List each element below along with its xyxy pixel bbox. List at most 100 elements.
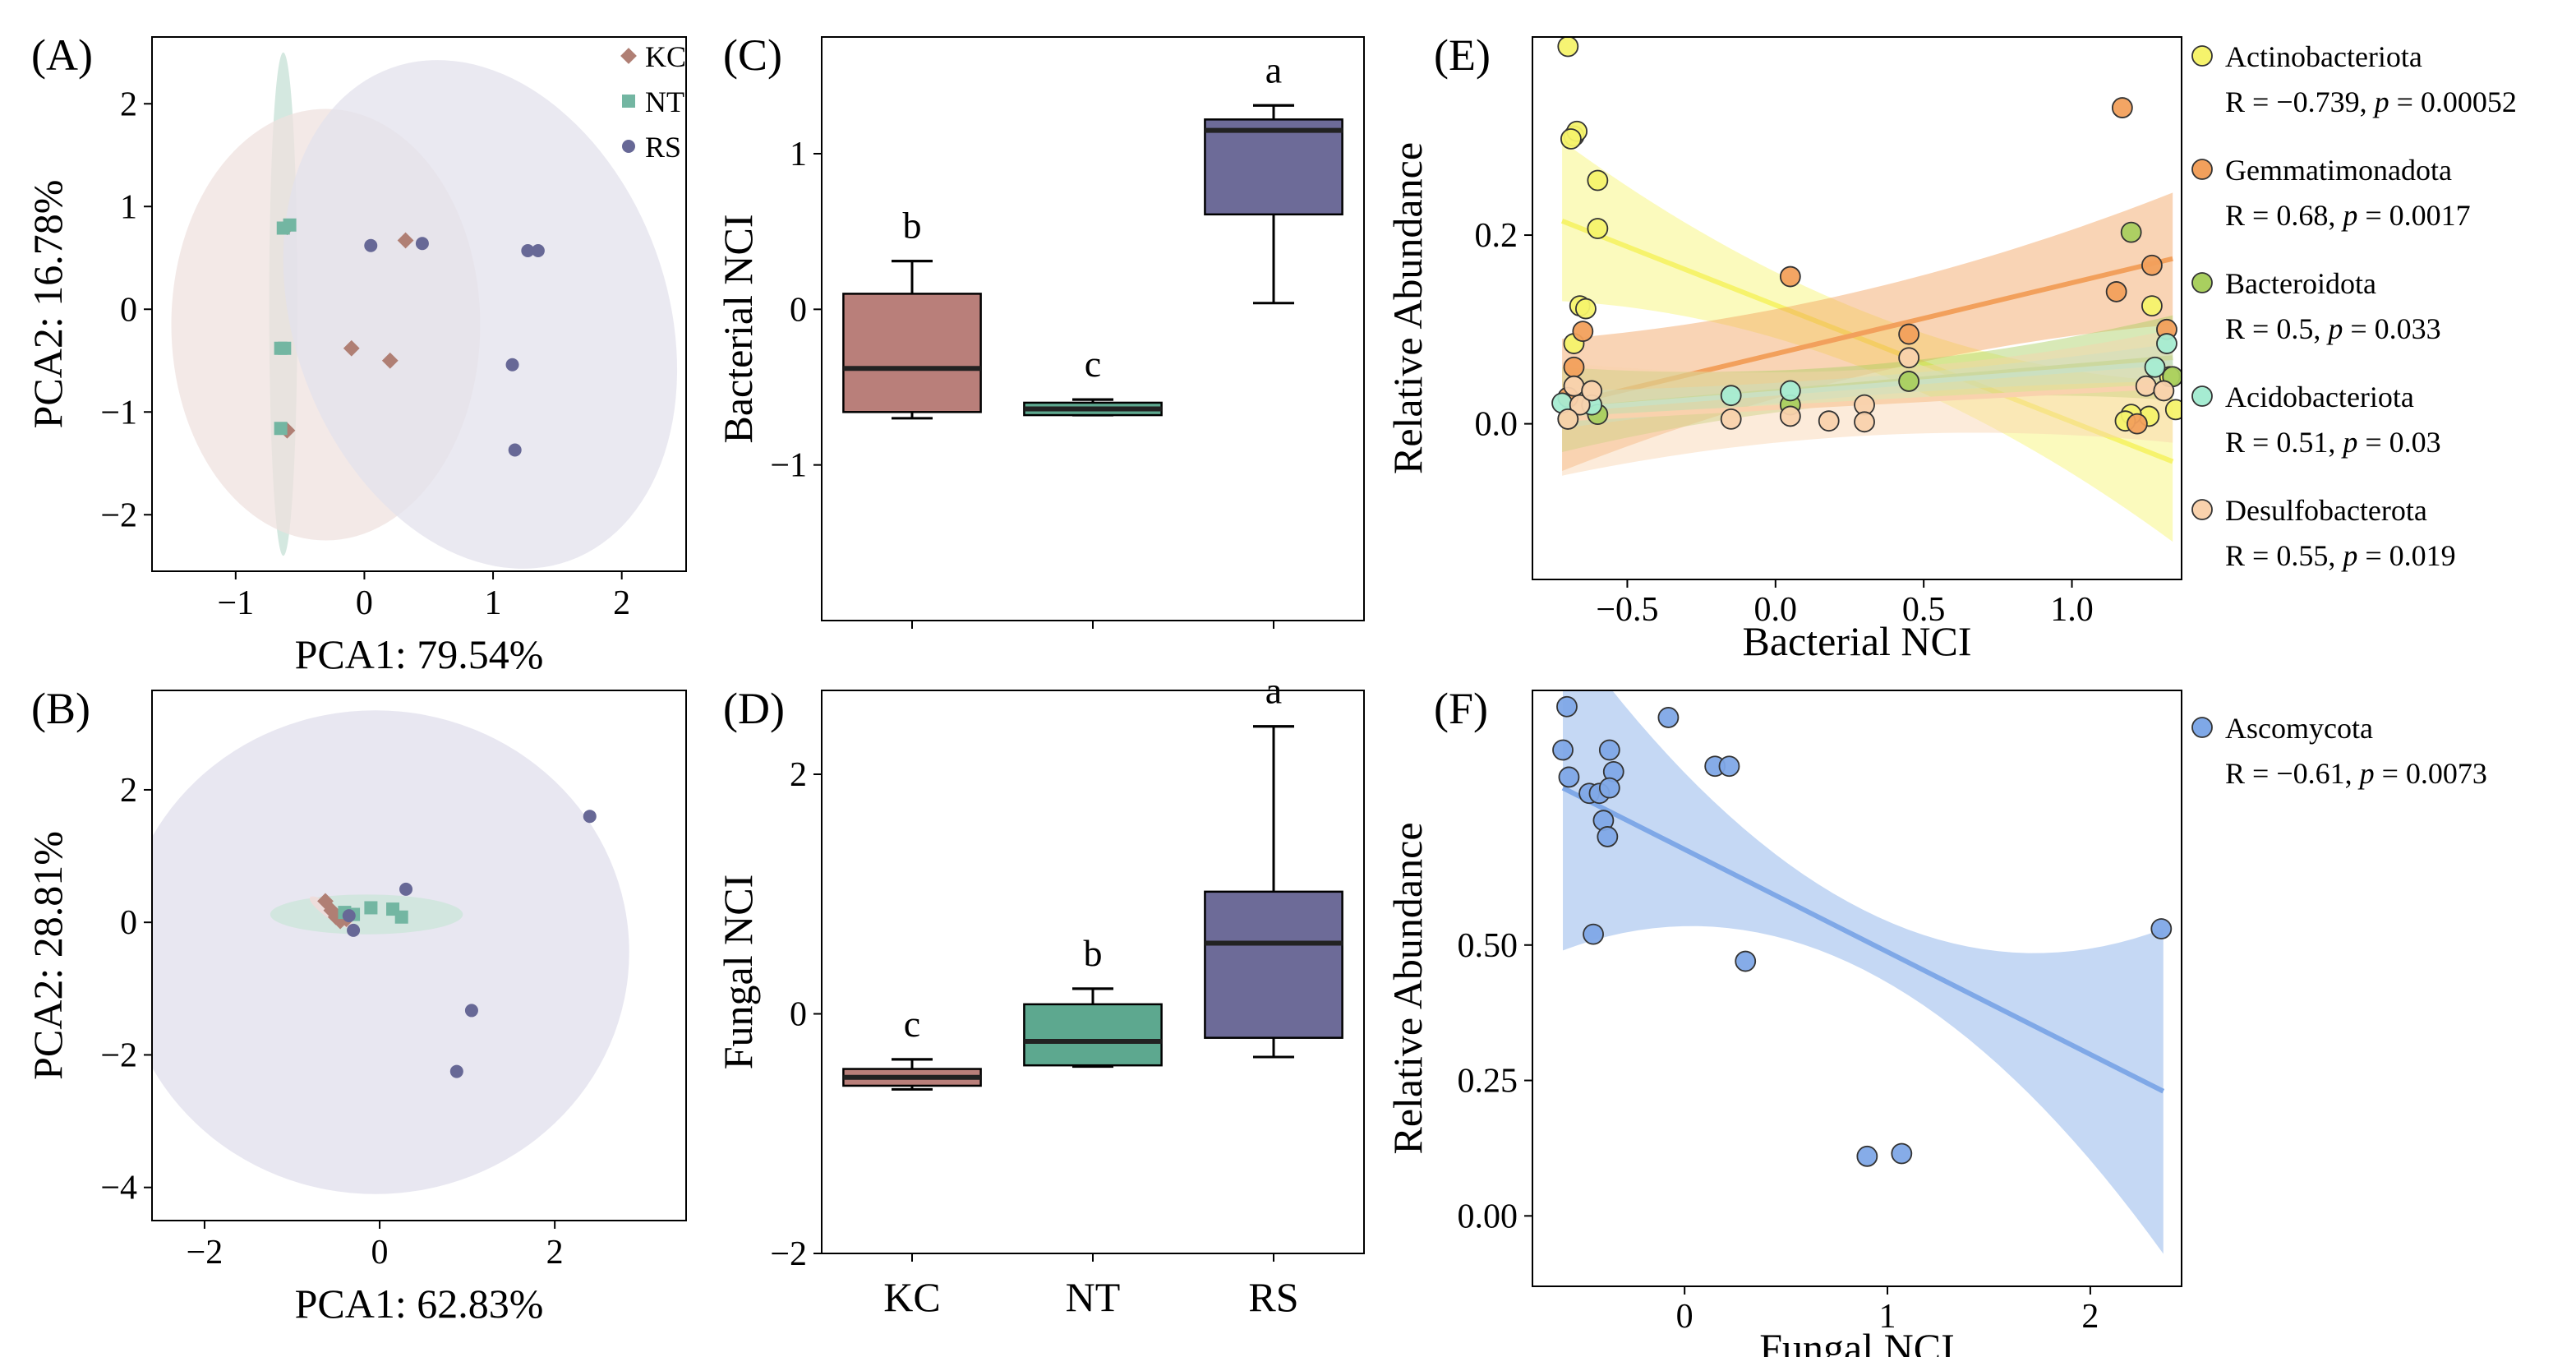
panel-f-frame [1532, 690, 2182, 1287]
legend-marker [2191, 717, 2213, 738]
panel-a-xtick-label: −1 [217, 584, 254, 622]
point-acidobacteriota [1779, 380, 1801, 402]
legend-marker [2191, 499, 2213, 520]
legend-label: Desulfobacterota [2225, 494, 2427, 527]
ellipse-layer [152, 710, 629, 1194]
xtick-label: 0 [1676, 1298, 1694, 1336]
ytick-label: 0 [790, 996, 807, 1034]
panel-c-label: (C) [723, 30, 782, 80]
point-rs [583, 810, 597, 824]
ytick-label: 0 [790, 291, 807, 329]
legend-label-nt: NT [645, 85, 684, 118]
point-desulfobacterota [1563, 375, 1585, 397]
panel-a-xtick-label: 0 [356, 584, 373, 622]
panel-b-ytick-label: 2 [120, 772, 137, 810]
legend-marker [2191, 45, 2213, 67]
point-kc [343, 339, 360, 357]
panel-b-xlabel: PCA1: 62.83% [295, 1281, 544, 1327]
ytick-label: 1 [790, 136, 807, 173]
significance-letter: c [1085, 343, 1101, 385]
panel-a-ytick-label: 0 [120, 291, 137, 329]
point-rs [399, 882, 413, 896]
point-nt [364, 901, 378, 915]
point-desulfobacterota [1854, 411, 1875, 433]
point-rs [364, 238, 378, 252]
point-acidobacteriota [2144, 356, 2166, 378]
panel-b-ytick-label: 0 [120, 904, 137, 942]
point-desulfobacterota [1779, 405, 1801, 427]
point-rs [508, 443, 522, 457]
point-rs [464, 1004, 478, 1018]
regression-line-actinobacteriota [1560, 219, 2174, 464]
ytick-label: 0.50 [1458, 927, 1518, 965]
category-label-kc: KC [883, 1274, 940, 1320]
panel-c-ylabel: Bacterial NCI [715, 214, 761, 443]
point-ascomycota [1556, 695, 1578, 718]
panel-d-label: (D) [723, 684, 785, 733]
box-kc: b [842, 205, 982, 420]
point-actinobacteriota [1557, 37, 1579, 58]
point-rs [342, 909, 356, 923]
point-gemmatimonadota [2126, 413, 2148, 435]
ytick-label: 0.2 [1475, 217, 1518, 255]
point-desulfobacterota [1557, 408, 1579, 430]
box-rs: a [1204, 670, 1343, 1059]
point-desulfobacterota [2153, 380, 2175, 402]
point-actinobacteriota [2141, 295, 2163, 317]
band-layer [1560, 141, 2174, 542]
point-gemmatimonadota [2105, 281, 2127, 302]
panel-b-ytick-label: −4 [100, 1170, 137, 1207]
box-iqr [1023, 1003, 1163, 1067]
legend-entry-acidobacteriota: Acidobacteriota R = 0.51, p = 0.03 [2191, 381, 2441, 459]
panel-f-ylabel: Relative Abundance [1385, 822, 1431, 1154]
point-ascomycota [1558, 766, 1580, 788]
point-actinobacteriota [2164, 399, 2182, 421]
legend-label: Bacteroidota [2225, 267, 2376, 300]
xtick-label: 1.0 [2050, 591, 2094, 629]
legend-stat: R = −0.61, p = 0.0073 [2225, 757, 2487, 790]
xtick-label: 0.0 [1754, 591, 1798, 629]
panel-a-frame [151, 36, 687, 572]
point-ascomycota [2150, 918, 2173, 939]
legend-label: Acidobacteriota [2225, 381, 2414, 413]
point-desulfobacterota [1581, 380, 1603, 402]
points-layer [1552, 695, 2173, 1167]
point-desulfobacterota [1818, 410, 1840, 432]
legend-marker-rs [622, 140, 635, 153]
panel-e-label: (E) [1434, 30, 1491, 80]
panel-d-frame [821, 690, 1365, 1254]
panel-b-xtick-label: 2 [546, 1234, 564, 1272]
point-rs [531, 244, 545, 257]
panel-e-ylabel: Relative Abundance [1385, 142, 1431, 474]
point-rs [505, 358, 519, 372]
ytick-label: −2 [770, 1235, 807, 1273]
box-iqr [1204, 118, 1343, 216]
panel-a-xlabel: PCA1: 79.54% [295, 631, 544, 677]
legend-marker [2191, 272, 2213, 293]
point-desulfobacterota [1569, 394, 1591, 416]
confidence-ellipse-nt [270, 894, 463, 935]
panel-b-frame [151, 690, 687, 1221]
panel-b-ytick-label: −2 [100, 1036, 137, 1074]
panel-f-label: (F) [1434, 684, 1488, 733]
panel-a-ytick-label: 2 [120, 85, 137, 123]
significance-letter: b [903, 205, 922, 247]
points-layer [1551, 37, 2182, 435]
ytick-label: 0.25 [1458, 1063, 1518, 1101]
legend-stat: R = −0.739, p = 0.00052 [2225, 85, 2517, 118]
point-rs [449, 1064, 463, 1078]
legend-label-kc: KC [645, 40, 686, 73]
regression-line-acidobacteriota [1561, 360, 2173, 413]
panel-a-ytick-label: 1 [120, 188, 137, 226]
point-nt [274, 422, 288, 436]
legend-label: Gemmatimonadota [2225, 154, 2452, 187]
legend-entry-actinobacteriota: Actinobacteriota R = −0.739, p = 0.00052 [2191, 40, 2517, 118]
panel-f: 0 1 2 0.00 0.25 0.50 Fungal NCI Relative Abunda… [1385, 684, 2487, 1357]
point-ascomycota [1552, 739, 1574, 761]
significance-letter: b [1084, 932, 1103, 974]
confidence-band-ascomycota [1563, 690, 2164, 1254]
legend-label: Ascomycota [2225, 712, 2373, 745]
legend-entry-gemmatimonadota: Gemmatimonadota R = 0.68, p = 0.0017 [2191, 154, 2471, 232]
